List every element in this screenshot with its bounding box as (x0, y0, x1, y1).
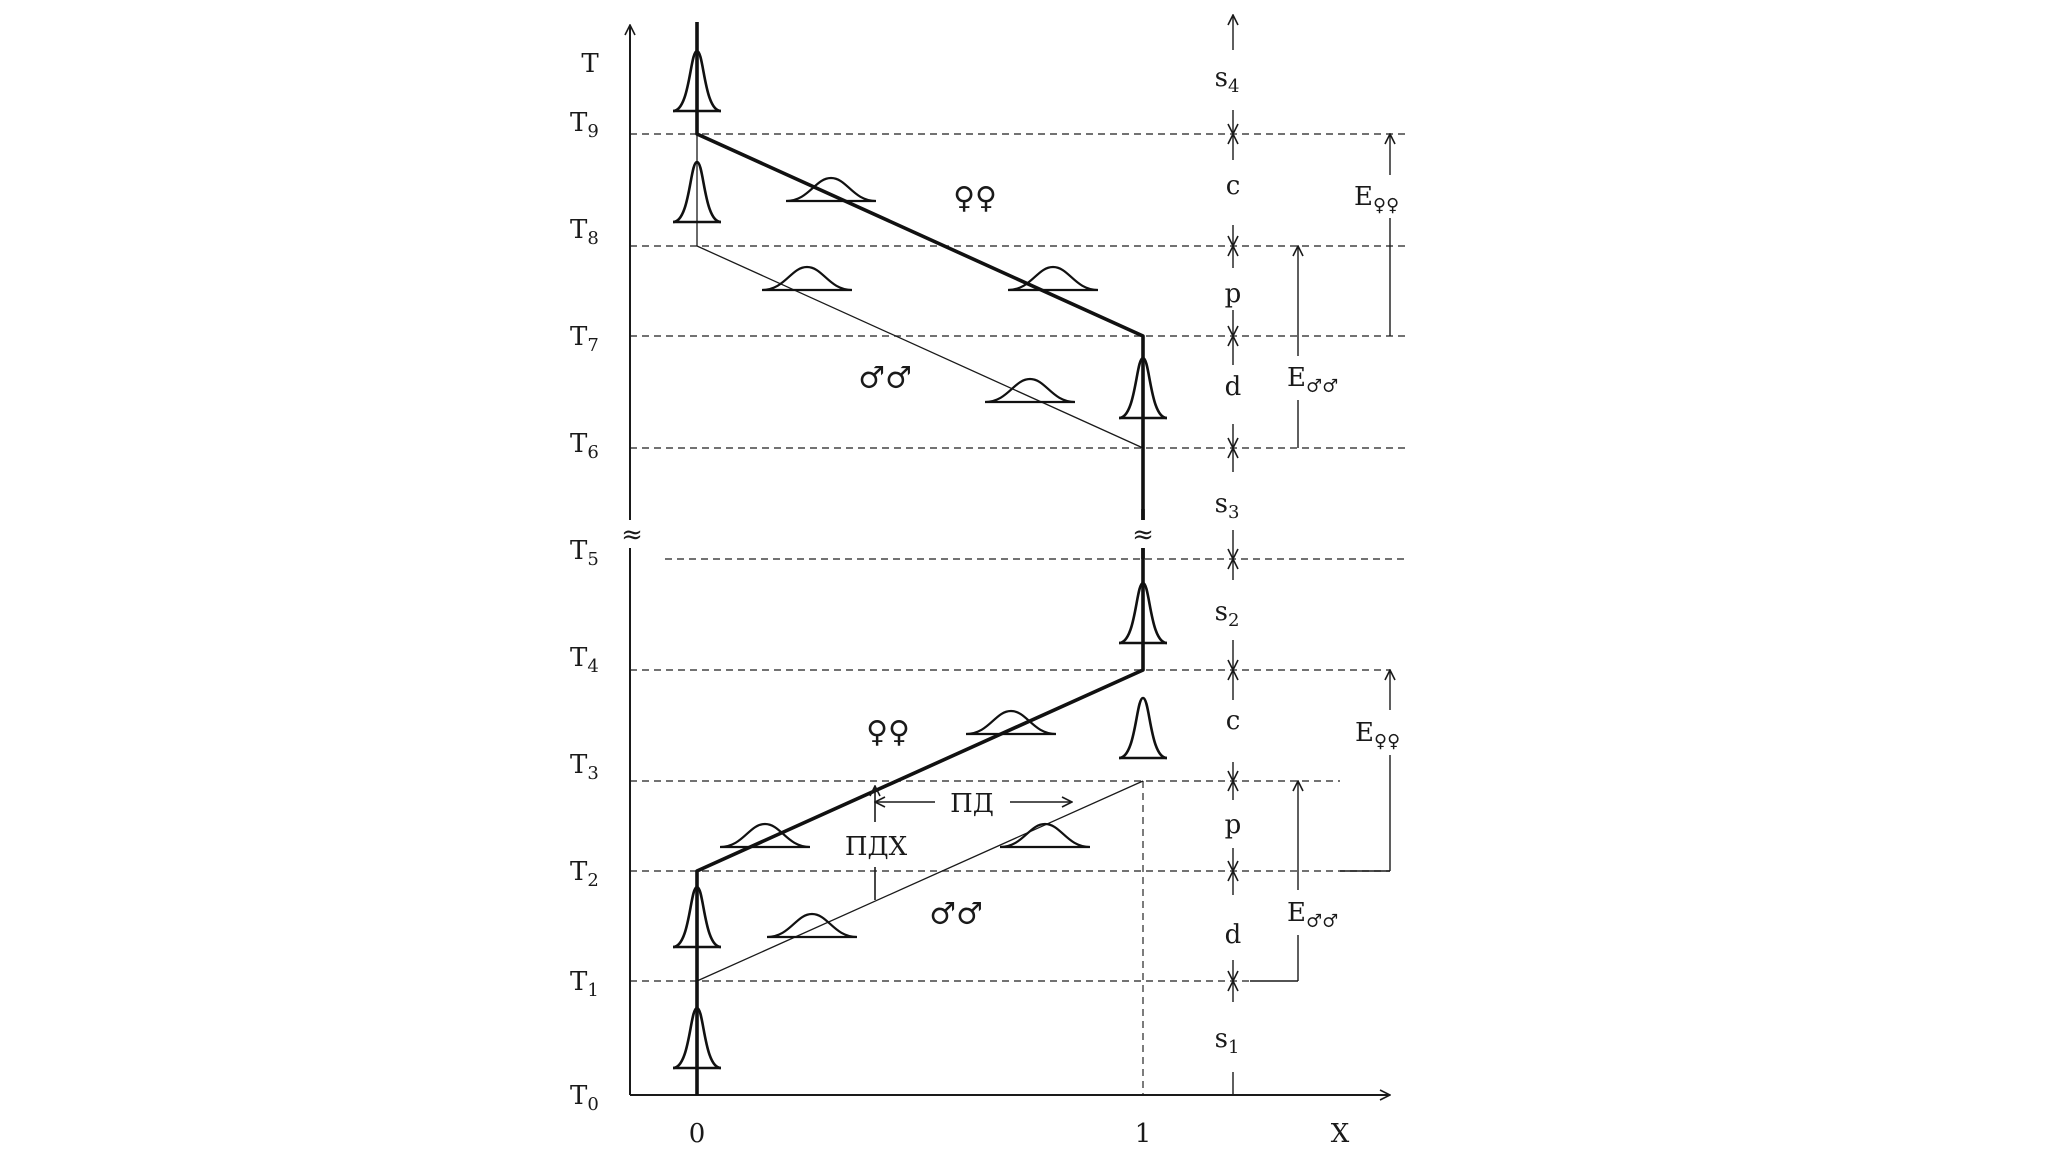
males-symbol-upper: ♂♂ (858, 361, 912, 396)
level-lines (630, 133, 1405, 982)
e-label-females-upper: E♀♀ (1354, 182, 1399, 216)
wide-bump-upper-4 (785, 176, 877, 203)
axes (630, 25, 1390, 1095)
phase-label-s1: s1 (1215, 1024, 1240, 1058)
time-label-t8: T8 (570, 215, 599, 249)
females-symbol-upper: ♀♀ (953, 181, 997, 216)
narrow-peak-t0 (672, 1006, 722, 1070)
time-label-t0: T0 (570, 1081, 599, 1115)
e-label-females-lower: E♀♀ (1355, 718, 1400, 752)
time-label-t3: T3 (570, 750, 599, 784)
trajectory-lower (695, 509, 1145, 1095)
y-axis-title: T (581, 49, 599, 79)
main-trajectory (695, 22, 1145, 1095)
pd-label: ПД (950, 789, 994, 819)
phase-label-c-lower: c (1226, 706, 1241, 736)
narrow-peak-t1 (672, 885, 722, 949)
phase-label-s4: s4 (1215, 63, 1240, 97)
axis-break-symbol-right: ≈ (1132, 520, 1154, 550)
x-tick-0: 0 (689, 1119, 706, 1149)
male-line-lower (696, 780, 1144, 982)
wide-bump-lower-2 (719, 822, 811, 849)
time-labels: T T0 T1 T2 T3 T4 T5 T6 T7 T8 T9 (570, 49, 599, 1115)
wide-bump-lower-4 (965, 709, 1057, 736)
narrow-peak-t3 (1118, 696, 1168, 760)
x-tick-1: 1 (1135, 1119, 1152, 1149)
phase-labels: s1 d p c s2 s3 d p c s4 (1215, 63, 1242, 1058)
phase-label-s3: s3 (1215, 489, 1240, 523)
x-axis-title: X (1331, 1119, 1350, 1149)
e-label-males-lower: E♂♂ (1287, 898, 1338, 932)
time-label-t9: T9 (570, 108, 599, 142)
trajectory-upper (695, 22, 1145, 559)
wide-bump-upper-1 (984, 377, 1076, 404)
wide-bump-lower-3 (999, 822, 1091, 849)
narrow-peak-t6 (1118, 356, 1168, 420)
phase-label-d-lower: d (1225, 920, 1242, 950)
phase-label-c-upper: c (1226, 171, 1241, 201)
e-labels: E♂♂ E♀♀ E♂♂ E♀♀ (1287, 182, 1400, 932)
e-brackets (1250, 134, 1390, 982)
males-symbol-lower: ♂♂ (929, 897, 983, 932)
male-migration-lines (696, 134, 1144, 982)
phase-label-s2: s2 (1215, 597, 1240, 631)
phase-label-p-lower: p (1225, 810, 1242, 840)
phase-label-d-upper: d (1225, 372, 1242, 402)
narrow-peak-t8 (672, 160, 722, 224)
narrow-peak-t4 (1118, 581, 1168, 645)
time-label-t6: T6 (570, 429, 599, 463)
distributions (672, 49, 1168, 1070)
male-line-upper (696, 245, 1144, 449)
wide-bump-upper-2 (761, 265, 853, 292)
phase-label-p-upper: p (1225, 279, 1242, 309)
females-symbol-lower: ♀♀ (866, 715, 910, 750)
time-label-t4: T4 (570, 643, 599, 677)
time-label-t1: T1 (570, 967, 599, 1001)
time-label-t5: T5 (570, 536, 599, 570)
pdx-label: ПДХ (845, 832, 908, 862)
wide-bump-upper-3 (1007, 265, 1099, 292)
time-label-t2: T2 (570, 857, 599, 891)
time-label-t7: T7 (570, 322, 599, 356)
e-label-males-upper: E♂♂ (1287, 363, 1338, 397)
wide-bump-lower-1 (766, 912, 858, 939)
narrow-peak-t9 (672, 49, 722, 113)
pd-arrows (875, 786, 1072, 900)
axis-break-symbol-left: ≈ (621, 520, 643, 550)
